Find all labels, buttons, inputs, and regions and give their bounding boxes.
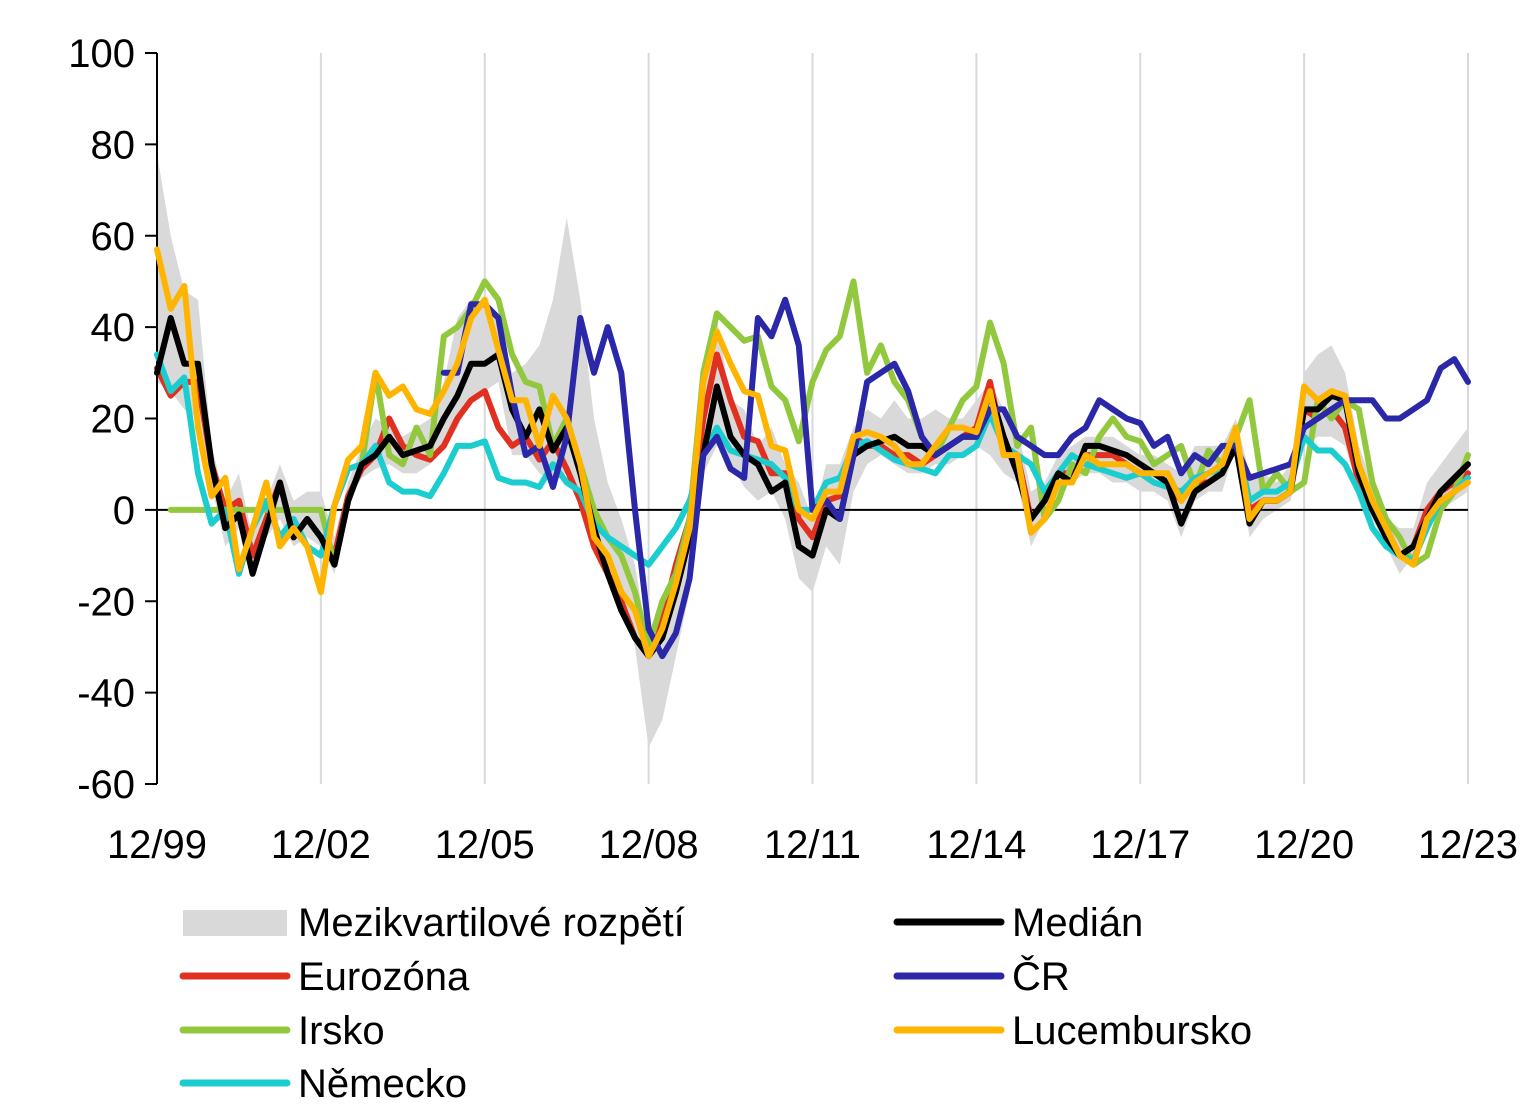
series-line-median bbox=[154, 315, 1471, 660]
legend-item-median: Medián bbox=[893, 901, 1143, 945]
y-tick-label: 40 bbox=[91, 306, 136, 350]
legend-item-nemecko: Německo bbox=[179, 1062, 467, 1106]
legend-label: ČR bbox=[1012, 954, 1070, 999]
legend-item-eurozona: Eurozóna bbox=[179, 955, 470, 999]
legend: Mezikvartilové rozpětí Eurozóna Irsko Němec… bbox=[179, 901, 1252, 1106]
legend-item-cr: ČR bbox=[893, 954, 1070, 999]
y-tick-labels: -60 -40 -20 0 20 40 60 80 100 bbox=[68, 32, 135, 807]
series-line-lucembursko bbox=[154, 246, 1471, 660]
x-tick-label: 12/99 bbox=[107, 823, 207, 867]
legend-label: Německo bbox=[298, 1062, 467, 1106]
y-tick-label: 100 bbox=[68, 32, 135, 76]
y-tick-label: 80 bbox=[91, 123, 136, 167]
y-tick-label: -60 bbox=[77, 763, 135, 807]
x-tick-label: 12/11 bbox=[764, 823, 861, 867]
series-layer bbox=[154, 246, 1471, 660]
legend-item-mezikvartilove-rozpeti: Mezikvartilové rozpětí bbox=[183, 901, 685, 945]
x-tick-label: 12/14 bbox=[926, 823, 1026, 867]
legend-label: Medián bbox=[1012, 901, 1143, 945]
y-tick-label: -20 bbox=[77, 580, 135, 624]
legend-label: Irsko bbox=[298, 1009, 385, 1053]
legend-label: Mezikvartilové rozpětí bbox=[298, 901, 685, 945]
x-tick-label: 12/23 bbox=[1418, 823, 1518, 867]
x-tick-label: 12/17 bbox=[1090, 823, 1190, 867]
x-tick-label: 12/02 bbox=[271, 823, 371, 867]
x-tick-labels: 12/99 12/02 12/05 12/08 12/11 12/14 12/17 12/20… bbox=[107, 823, 1518, 867]
legend-label: Eurozóna bbox=[298, 955, 470, 999]
x-tick-label: 12/08 bbox=[599, 823, 699, 867]
y-tick-label: 0 bbox=[113, 489, 135, 533]
x-tick-label: 12/05 bbox=[435, 823, 535, 867]
y-tick-label: 20 bbox=[91, 398, 136, 442]
legend-item-lucembursko: Lucembursko bbox=[893, 1009, 1252, 1053]
y-tick-label: -40 bbox=[77, 672, 135, 716]
legend-swatch bbox=[183, 910, 287, 936]
legend-label: Lucembursko bbox=[1012, 1009, 1252, 1053]
legend-item-irsko: Irsko bbox=[179, 1009, 385, 1053]
y-tick-label: 60 bbox=[91, 215, 136, 259]
x-tick-label: 12/20 bbox=[1254, 823, 1354, 867]
